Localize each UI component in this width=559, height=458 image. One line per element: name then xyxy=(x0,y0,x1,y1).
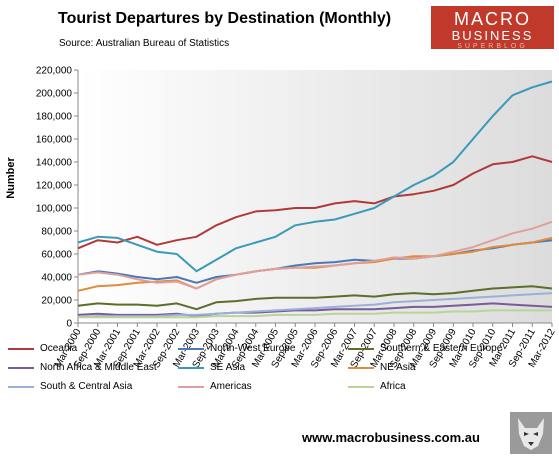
y-tick-label: 20,000 xyxy=(41,296,72,307)
legend-label: North-West Europe xyxy=(210,343,296,354)
legend-item-oceania: Oceania xyxy=(8,343,77,354)
y-tick-label: 120,000 xyxy=(36,181,73,192)
series-line-southern-eastern-europe xyxy=(77,285,553,311)
legend-swatch xyxy=(348,366,374,369)
legend-label: NE Asia xyxy=(380,362,416,373)
legend-swatch xyxy=(178,347,204,350)
series-line-americas xyxy=(77,220,553,290)
legend-swatch xyxy=(348,385,374,388)
series-line-north-africa-middle-east xyxy=(77,302,553,318)
footer-url[interactable]: www.macrobusiness.com.au xyxy=(302,430,480,445)
series-line-se-asia xyxy=(77,80,553,273)
y-tick-label: 140,000 xyxy=(36,158,73,169)
legend-swatch xyxy=(8,347,34,350)
legend-label: Africa xyxy=(380,381,406,392)
series-line-south-central-asia xyxy=(77,292,553,319)
legend-swatch xyxy=(348,347,374,350)
legend-item-south-central-asia: South & Central Asia xyxy=(8,381,132,392)
y-tick-label: 0 xyxy=(66,319,72,330)
y-tick-label: 40,000 xyxy=(41,273,72,284)
legend-item-americas: Americas xyxy=(178,381,252,392)
legend-item-africa: Africa xyxy=(348,381,406,392)
logo-line-1: MACRO xyxy=(454,9,531,29)
series-line-ne-asia xyxy=(77,236,553,292)
legend-label: Southern & Eastern Europe xyxy=(380,343,503,354)
y-tick-label: 160,000 xyxy=(36,135,73,146)
y-tick-label: 60,000 xyxy=(41,250,72,261)
brand-logo: MACRO BUSINESS SUPERBLOG xyxy=(431,6,554,50)
y-tick-label: 180,000 xyxy=(36,112,73,123)
legend-label: Americas xyxy=(210,381,252,392)
y-tick-label: 100,000 xyxy=(36,204,73,215)
legend-swatch xyxy=(8,366,34,369)
legend-item-ne-asia: NE Asia xyxy=(348,362,416,373)
legend-label: North Africa & Middle East xyxy=(40,362,157,373)
series-line-north-west-europe xyxy=(77,239,553,284)
legend-swatch xyxy=(8,385,34,388)
legend-label: SE Asia xyxy=(210,362,246,373)
legend-label: Oceania xyxy=(40,343,78,354)
chart-source: Source: Australian Bureau of Statistics xyxy=(59,38,230,49)
logo-line-2: BUSINESS xyxy=(451,28,534,43)
legend-swatch xyxy=(178,366,204,369)
chart-title: Tourist Departures by Destination (Month… xyxy=(58,10,392,27)
y-tick-label: 220,000 xyxy=(36,66,73,77)
legend-label: South & Central Asia xyxy=(40,381,133,392)
legend-item-southern-eastern-europe: Southern & Eastern Europe xyxy=(348,343,502,354)
legend-item-se-asia: SE Asia xyxy=(178,362,245,373)
legend-swatch xyxy=(178,385,204,388)
legend-item-north-africa-middle-east: North Africa & Middle East xyxy=(8,362,157,373)
y-tick-label: 200,000 xyxy=(36,89,73,100)
legend-item-north-west-europe: North-West Europe xyxy=(178,343,295,354)
y-tick-label: 80,000 xyxy=(41,227,72,238)
wolf-logo-icon xyxy=(510,412,552,454)
series-line-oceania xyxy=(77,155,553,250)
series-line-africa xyxy=(78,309,552,319)
logo-line-3: SUPERBLOG xyxy=(457,43,528,50)
